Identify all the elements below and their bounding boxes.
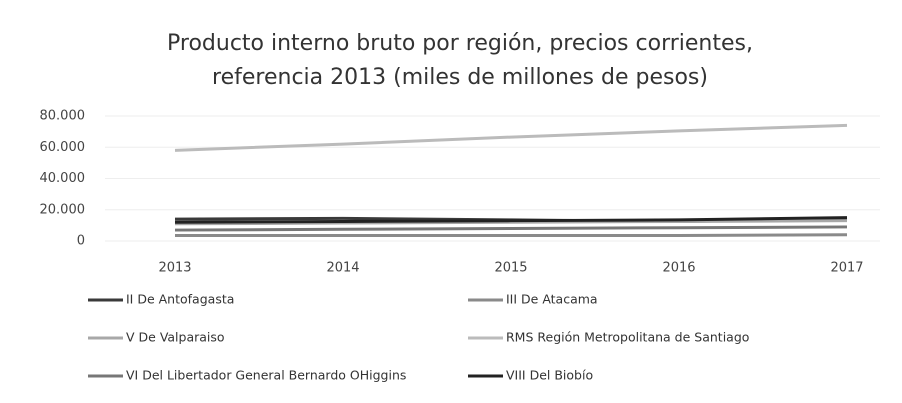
legend-label: RMS Región Metropolitana de Santiago	[506, 330, 749, 345]
series-line	[174, 216, 848, 224]
y-tick-label: 60.000	[40, 140, 86, 155]
x-tick-label: 2017	[830, 261, 863, 276]
y-tick-label: 80.000	[40, 109, 86, 124]
legend-label: VIII Del Biobío	[506, 368, 593, 383]
series-line	[174, 225, 848, 232]
legend-label: III De Atacama	[506, 292, 598, 307]
chart-title: referencia 2013 (miles de millones de pe…	[212, 65, 708, 90]
series-line	[174, 219, 848, 226]
legend-label: VI Del Libertador General Bernardo OHigg…	[126, 368, 406, 383]
x-tick-label: 2013	[158, 261, 191, 276]
series-line	[174, 123, 848, 152]
y-tick-label: 0	[77, 234, 85, 249]
series-line	[175, 233, 848, 238]
y-tick-label: 40.000	[40, 171, 86, 186]
y-tick-label: 20.000	[40, 202, 86, 217]
x-tick-label: 2016	[662, 261, 695, 276]
legend-label: II De Antofagasta	[126, 292, 234, 307]
x-tick-label: 2015	[494, 261, 527, 276]
chart-title: Producto interno bruto por región, preci…	[167, 31, 753, 56]
x-tick-label: 2014	[326, 261, 359, 276]
legend-label: V De Valparaiso	[126, 330, 225, 345]
